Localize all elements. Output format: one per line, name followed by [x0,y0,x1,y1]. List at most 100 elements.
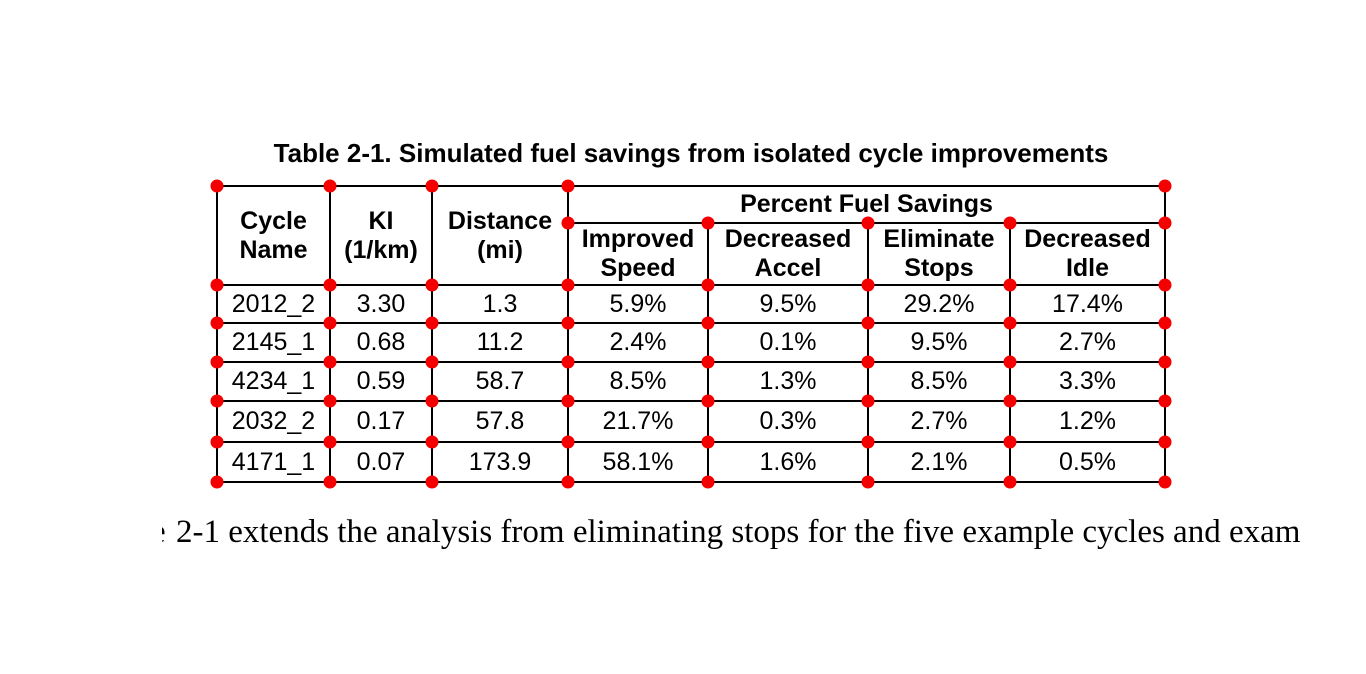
grid-intersection-dot [323,475,337,489]
grid-intersection-dot [425,475,439,489]
grid-intersection-dot [861,355,875,369]
cell-decreased-idle: 17.4% [1009,284,1166,324]
cell-improved-speed: 2.4% [567,322,709,363]
cell-ki: 0.59 [329,361,433,402]
grid-intersection-dot [701,394,715,408]
cell-cycle-name: 4234_1 [216,361,331,402]
grid-intersection-dot [701,435,715,449]
grid-intersection-dot [1003,394,1017,408]
cell-distance: 11.2 [431,322,569,363]
grid-intersection-dot [1158,475,1172,489]
cell-cycle-name: 4171_1 [216,441,331,483]
grid-intersection-dot [323,278,337,292]
grid-intersection-dot [323,355,337,369]
cell-improved-speed: 5.9% [567,284,709,324]
grid-intersection-dot [561,435,575,449]
column-header-decreased-accel: Decreased Accel [707,222,869,286]
grid-intersection-dot [425,316,439,330]
cell-cycle-name: 2032_2 [216,400,331,443]
cell-distance: 57.8 [431,400,569,443]
grid-intersection-dot [210,355,224,369]
cell-improved-speed: 58.1% [567,441,709,483]
grid-intersection-dot [1158,316,1172,330]
grid-intersection-dot [561,316,575,330]
grid-intersection-dot [210,435,224,449]
grid-intersection-dot [210,475,224,489]
body-text: 2-1 extends the analysis from eliminatin… [176,514,1301,550]
grid-intersection-dot [1003,316,1017,330]
cell-decreased-accel: 1.3% [707,361,869,402]
table-row: 2012_2 3.30 1.3 5.9% 9.5% 29.2% 17.4% [216,284,1166,324]
cell-decreased-accel: 1.6% [707,441,869,483]
grid-intersection-dot [561,475,575,489]
grid-intersection-dot [561,216,575,230]
grid-intersection-dot [1158,394,1172,408]
cell-cycle-name: 2145_1 [216,322,331,363]
grid-intersection-dot [561,394,575,408]
grid-intersection-dot [323,179,337,193]
cell-decreased-accel: 0.3% [707,400,869,443]
cell-decreased-accel: 0.1% [707,322,869,363]
grid-intersection-dot [701,278,715,292]
grid-intersection-dot [1003,475,1017,489]
grid-intersection-dot [561,278,575,292]
table-row: 2032_2 0.17 57.8 21.7% 0.3% 2.7% 1.2% [216,400,1166,443]
grid-intersection-dot [1158,355,1172,369]
grid-intersection-dot [425,435,439,449]
grid-intersection-dot [861,475,875,489]
cell-decreased-accel: 9.5% [707,284,869,324]
cell-distance: 173.9 [431,441,569,483]
grid-intersection-dot [701,475,715,489]
grid-intersection-dot [861,435,875,449]
cell-eliminate-stops: 9.5% [867,322,1011,363]
grid-intersection-dot [701,316,715,330]
grid-intersection-dot [425,179,439,193]
grid-intersection-dot [701,355,715,369]
cell-eliminate-stops: 8.5% [867,361,1011,402]
grid-intersection-dot [1003,355,1017,369]
column-header-improved-speed: Improved Speed [567,222,709,286]
grid-intersection-dot [1158,216,1172,230]
grid-intersection-dot [210,316,224,330]
clipped-word-fragment: e [162,512,166,552]
cell-improved-speed: 21.7% [567,400,709,443]
table-row: 4234_1 0.59 58.7 8.5% 1.3% 8.5% 3.3% [216,361,1166,402]
grid-intersection-dot [323,435,337,449]
grid-intersection-dot [1003,216,1017,230]
column-header-distance: Distance (mi) [431,185,569,286]
body-text-line: e 2-1 extends the analysis from eliminati… [162,512,1366,552]
cell-decreased-idle: 2.7% [1009,322,1166,363]
grid-intersection-dot [861,216,875,230]
grid-intersection-dot [861,394,875,408]
cell-eliminate-stops: 29.2% [867,284,1011,324]
column-header-cycle-name: Cycle Name [216,185,331,286]
cell-decreased-idle: 1.2% [1009,400,1166,443]
cell-eliminate-stops: 2.7% [867,400,1011,443]
cell-eliminate-stops: 2.1% [867,441,1011,483]
table-caption: Table 2-1. Simulated fuel savings from i… [273,138,1109,168]
grid-intersection-dot [210,394,224,408]
cell-cycle-name: 2012_2 [216,284,331,324]
column-header-decreased-idle: Decreased Idle [1009,222,1166,286]
grid-intersection-dot [861,278,875,292]
column-header-eliminate-stops: Eliminate Stops [867,222,1011,286]
cell-decreased-idle: 3.3% [1009,361,1166,402]
cell-ki: 0.68 [329,322,433,363]
cell-distance: 58.7 [431,361,569,402]
grid-intersection-dot [861,316,875,330]
grid-intersection-dot [425,355,439,369]
grid-intersection-dot [210,278,224,292]
cell-ki: 3.30 [329,284,433,324]
grid-intersection-dot [1158,435,1172,449]
cell-ki: 0.07 [329,441,433,483]
grid-intersection-dot [1158,278,1172,292]
cell-ki: 0.17 [329,400,433,443]
cell-distance: 1.3 [431,284,569,324]
grid-intersection-dot [1158,179,1172,193]
grid-intersection-dot [323,394,337,408]
fuel-savings-table: Cycle Name KI (1/km) Distance (mi) Perce… [216,185,1166,483]
cell-improved-speed: 8.5% [567,361,709,402]
table-row: 2145_1 0.68 11.2 2.4% 0.1% 9.5% 2.7% [216,322,1166,363]
table-row: 4171_1 0.07 173.9 58.1% 1.6% 2.1% 0.5% [216,441,1166,483]
